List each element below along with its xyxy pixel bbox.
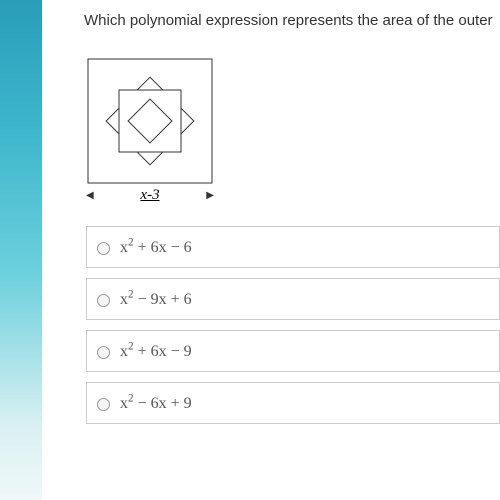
option-a[interactable]: x2 + 6x − 6 xyxy=(86,226,500,268)
arrow-right-icon: ▶ xyxy=(206,191,214,201)
option-text: x2 + 6x − 6 xyxy=(120,239,192,257)
option-text: x2 − 6x + 9 xyxy=(120,395,192,413)
arrow-left-icon: ◀ xyxy=(86,191,94,201)
figure-width-label: ◀ x-3 ▶ xyxy=(86,187,214,204)
options-list: x2 + 6x − 6 x2 − 9x + 6 x2 + 6x − 9 x2 −… xyxy=(86,226,500,424)
radio-icon xyxy=(97,346,110,359)
option-text: x2 + 6x − 9 xyxy=(120,343,192,361)
option-d[interactable]: x2 − 6x + 9 xyxy=(86,382,500,424)
radio-icon xyxy=(97,242,110,255)
radio-icon xyxy=(97,294,110,307)
option-b[interactable]: x2 − 9x + 6 xyxy=(86,278,500,320)
nested-squares-figure xyxy=(86,57,214,185)
option-text: x2 − 9x + 6 xyxy=(120,291,192,309)
page: Which polynomial expression represents t… xyxy=(42,0,500,500)
option-c[interactable]: x2 + 6x − 9 xyxy=(86,330,500,372)
figure-area: ◀ x-3 ▶ xyxy=(86,57,500,204)
figure-label-text: x-3 xyxy=(94,187,207,204)
radio-icon xyxy=(97,398,110,411)
question-text: Which polynomial expression represents t… xyxy=(84,12,500,29)
